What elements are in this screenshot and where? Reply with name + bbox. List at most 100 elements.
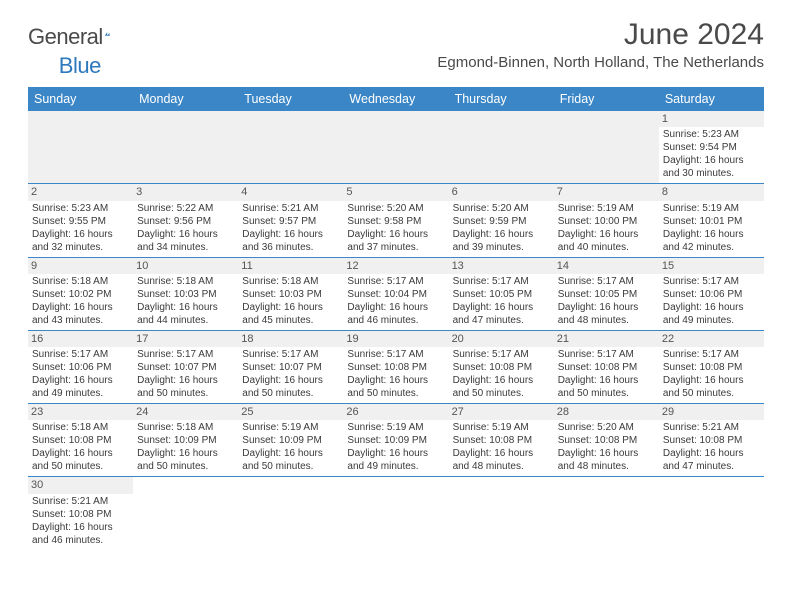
sunset-text: Sunset: 10:03 PM (137, 288, 234, 301)
day-number: 18 (238, 331, 343, 347)
daylight-text: Daylight: 16 hours and 50 minutes. (137, 374, 234, 400)
calendar-week-row: 23Sunrise: 5:18 AMSunset: 10:08 PMDaylig… (28, 404, 764, 477)
day-number: 6 (449, 184, 554, 200)
day-number: 4 (238, 184, 343, 200)
sunset-text: Sunset: 9:58 PM (347, 215, 444, 228)
sunset-text: Sunset: 10:09 PM (137, 434, 234, 447)
sunrise-text: Sunrise: 5:21 AM (32, 495, 129, 508)
calendar-day-cell: 5 Sunrise: 5:20 AMSunset: 9:58 PMDaylight… (343, 184, 448, 257)
sunset-text: Sunset: 10:08 PM (453, 361, 550, 374)
daylight-text: Daylight: 16 hours and 43 minutes. (32, 301, 129, 327)
weekday-header: Tuesday (238, 87, 343, 111)
sunrise-text: Sunrise: 5:21 AM (242, 202, 339, 215)
day-number: 1 (659, 111, 764, 127)
day-number: 30 (28, 477, 133, 493)
day-number: 3 (133, 184, 238, 200)
calendar-day-cell: 7Sunrise: 5:19 AMSunset: 10:00 PMDayligh… (554, 184, 659, 257)
calendar-day-cell: 19Sunrise: 5:17 AMSunset: 10:08 PMDaylig… (343, 330, 448, 403)
day-number: 24 (133, 404, 238, 420)
calendar-day-cell: 27Sunrise: 5:19 AMSunset: 10:08 PMDaylig… (449, 404, 554, 477)
sunset-text: Sunset: 10:06 PM (32, 361, 129, 374)
calendar-week-row: 30Sunrise: 5:21 AMSunset: 10:08 PMDaylig… (28, 477, 764, 550)
daylight-text: Daylight: 16 hours and 32 minutes. (32, 228, 129, 254)
sunrise-text: Sunrise: 5:17 AM (558, 348, 655, 361)
logo: General (28, 24, 131, 50)
calendar-day-cell: 17Sunrise: 5:17 AMSunset: 10:07 PMDaylig… (133, 330, 238, 403)
day-number: 8 (659, 184, 764, 200)
calendar-week-row: 1Sunrise: 5:23 AMSunset: 9:54 PMDaylight… (28, 111, 764, 184)
sunset-text: Sunset: 10:08 PM (32, 434, 129, 447)
sunset-text: Sunset: 10:09 PM (347, 434, 444, 447)
calendar-week-row: 16Sunrise: 5:17 AMSunset: 10:06 PMDaylig… (28, 330, 764, 403)
calendar-day-cell: 9Sunrise: 5:18 AMSunset: 10:02 PMDayligh… (28, 257, 133, 330)
calendar-day-cell: 2 Sunrise: 5:23 AMSunset: 9:55 PMDaylight… (28, 184, 133, 257)
day-number: 2 (28, 184, 133, 200)
sunrise-text: Sunrise: 5:18 AM (32, 421, 129, 434)
logo-sail-icon (105, 25, 110, 43)
sunset-text: Sunset: 10:08 PM (32, 508, 129, 521)
day-number: 10 (133, 258, 238, 274)
sunset-text: Sunset: 9:54 PM (663, 141, 760, 154)
sunrise-text: Sunrise: 5:18 AM (137, 421, 234, 434)
calendar-day-cell: 12Sunrise: 5:17 AMSunset: 10:04 PMDaylig… (343, 257, 448, 330)
calendar-day-cell (554, 477, 659, 550)
weekday-header: Sunday (28, 87, 133, 111)
day-number: 25 (238, 404, 343, 420)
daylight-text: Daylight: 16 hours and 47 minutes. (663, 447, 760, 473)
location-subtitle: Egmond-Binnen, North Holland, The Nether… (437, 54, 764, 71)
sunrise-text: Sunrise: 5:17 AM (137, 348, 234, 361)
sunset-text: Sunset: 10:08 PM (453, 434, 550, 447)
sunset-text: Sunset: 10:05 PM (453, 288, 550, 301)
day-number: 19 (343, 331, 448, 347)
sunset-text: Sunset: 10:08 PM (347, 361, 444, 374)
daylight-text: Daylight: 16 hours and 30 minutes. (663, 154, 760, 180)
daylight-text: Daylight: 16 hours and 48 minutes. (453, 447, 550, 473)
sunset-text: Sunset: 10:00 PM (558, 215, 655, 228)
daylight-text: Daylight: 16 hours and 50 minutes. (137, 447, 234, 473)
sunset-text: Sunset: 10:09 PM (242, 434, 339, 447)
sunrise-text: Sunrise: 5:23 AM (32, 202, 129, 215)
sunrise-text: Sunrise: 5:20 AM (347, 202, 444, 215)
day-number: 7 (554, 184, 659, 200)
daylight-text: Daylight: 16 hours and 50 minutes. (32, 447, 129, 473)
day-number: 15 (659, 258, 764, 274)
sunset-text: Sunset: 9:55 PM (32, 215, 129, 228)
day-number: 11 (238, 258, 343, 274)
sunset-text: Sunset: 10:08 PM (663, 361, 760, 374)
calendar-day-cell: 29Sunrise: 5:21 AMSunset: 10:08 PMDaylig… (659, 404, 764, 477)
daylight-text: Daylight: 16 hours and 49 minutes. (663, 301, 760, 327)
daylight-text: Daylight: 16 hours and 37 minutes. (347, 228, 444, 254)
sunrise-text: Sunrise: 5:18 AM (137, 275, 234, 288)
sunrise-text: Sunrise: 5:19 AM (347, 421, 444, 434)
calendar-day-cell: 23Sunrise: 5:18 AMSunset: 10:08 PMDaylig… (28, 404, 133, 477)
daylight-text: Daylight: 16 hours and 50 minutes. (242, 374, 339, 400)
sunrise-text: Sunrise: 5:19 AM (453, 421, 550, 434)
sunrise-text: Sunrise: 5:23 AM (663, 128, 760, 141)
month-title: June 2024 (437, 18, 764, 52)
daylight-text: Daylight: 16 hours and 48 minutes. (558, 447, 655, 473)
title-block: June 2024 Egmond-Binnen, North Holland, … (437, 18, 764, 71)
day-number: 12 (343, 258, 448, 274)
calendar-day-cell: 14Sunrise: 5:17 AMSunset: 10:05 PMDaylig… (554, 257, 659, 330)
calendar-day-cell: 6Sunrise: 5:20 AMSunset: 9:59 PMDaylight… (449, 184, 554, 257)
calendar-day-cell: 3Sunrise: 5:22 AMSunset: 9:56 PMDaylight… (133, 184, 238, 257)
daylight-text: Daylight: 16 hours and 49 minutes. (347, 447, 444, 473)
day-number: 27 (449, 404, 554, 420)
daylight-text: Daylight: 16 hours and 50 minutes. (453, 374, 550, 400)
calendar-day-cell: 1Sunrise: 5:23 AMSunset: 9:54 PMDaylight… (659, 111, 764, 184)
daylight-text: Daylight: 16 hours and 50 minutes. (663, 374, 760, 400)
sunset-text: Sunset: 10:01 PM (663, 215, 760, 228)
logo-text-general: General (28, 24, 103, 50)
calendar-table: Sunday Monday Tuesday Wednesday Thursday… (28, 87, 764, 550)
daylight-text: Daylight: 16 hours and 49 minutes. (32, 374, 129, 400)
sunset-text: Sunset: 10:08 PM (663, 434, 760, 447)
weekday-header: Wednesday (343, 87, 448, 111)
day-number: 5 (343, 184, 448, 200)
daylight-text: Daylight: 16 hours and 36 minutes. (242, 228, 339, 254)
daylight-text: Daylight: 16 hours and 45 minutes. (242, 301, 339, 327)
calendar-day-cell: 25Sunrise: 5:19 AMSunset: 10:09 PMDaylig… (238, 404, 343, 477)
calendar-day-cell (238, 477, 343, 550)
day-number: 26 (343, 404, 448, 420)
sunrise-text: Sunrise: 5:17 AM (558, 275, 655, 288)
daylight-text: Daylight: 16 hours and 50 minutes. (558, 374, 655, 400)
